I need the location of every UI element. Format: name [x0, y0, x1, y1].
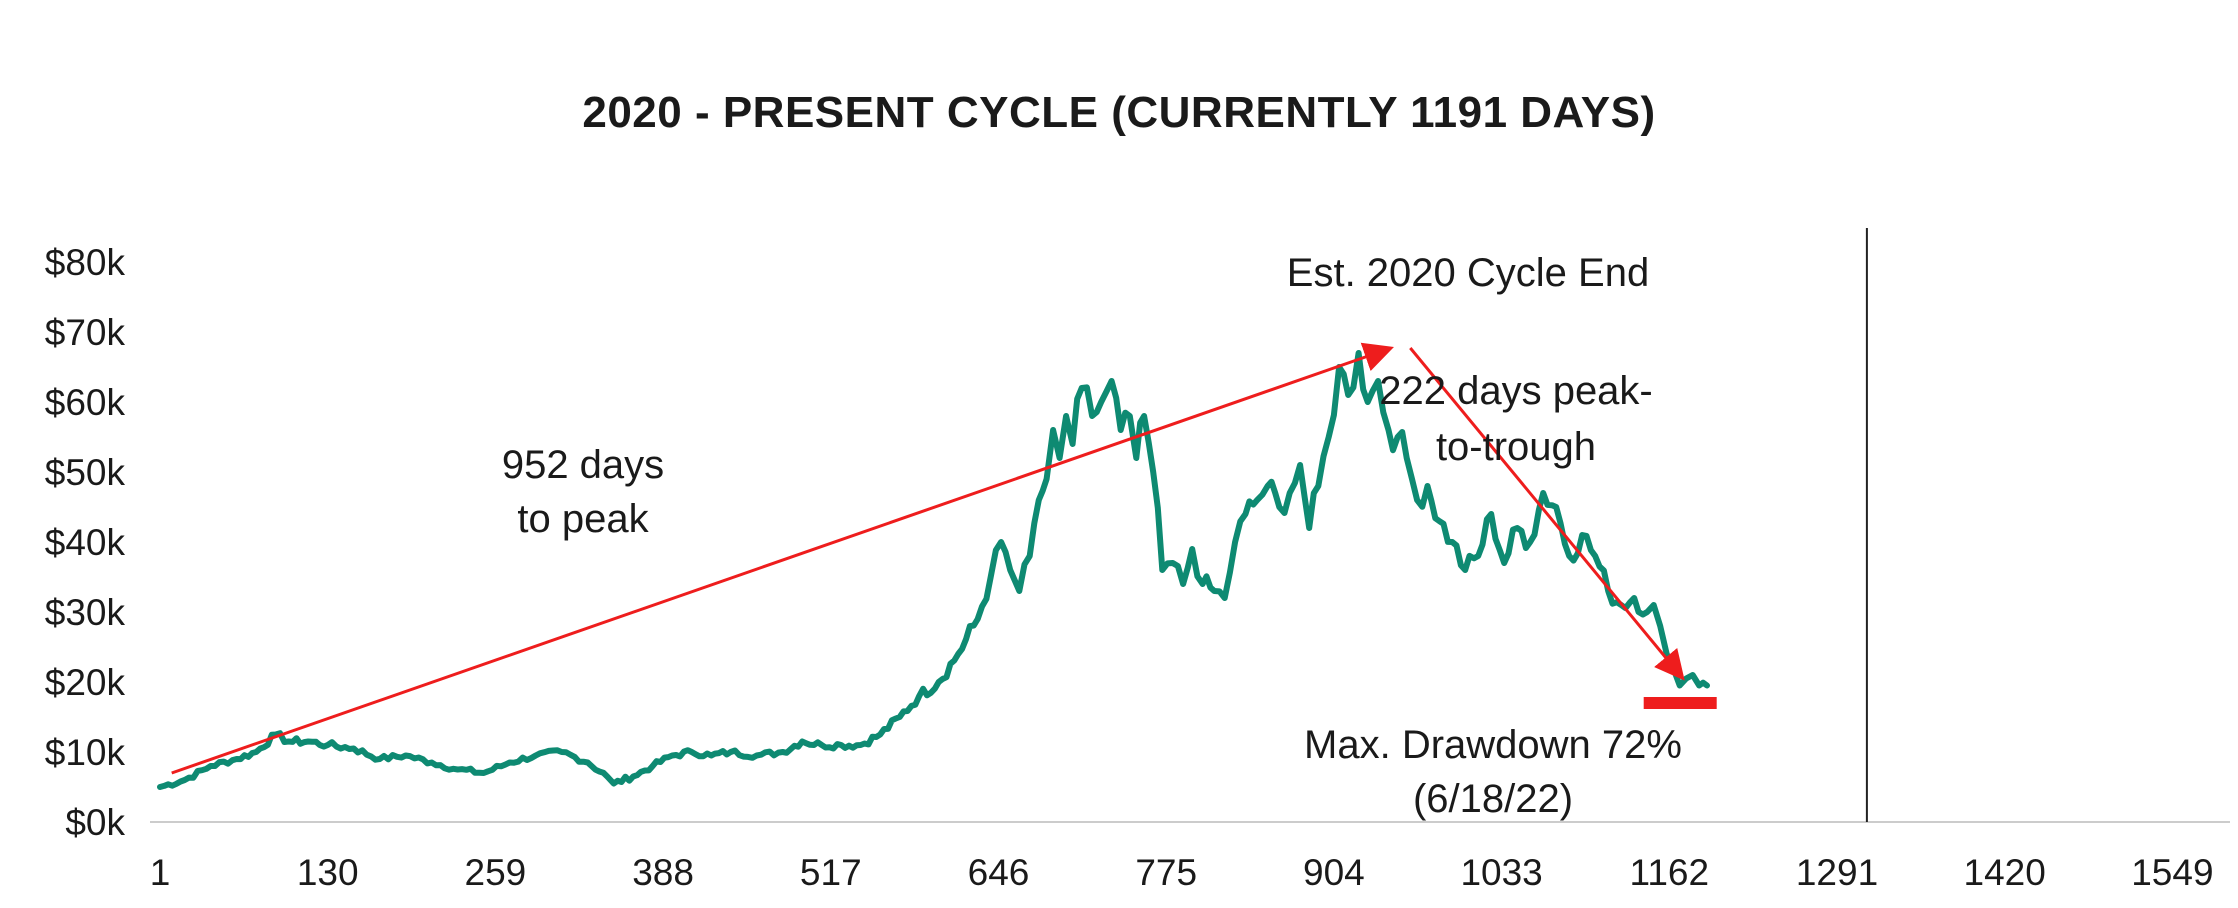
- y-tick-label: $20k: [45, 662, 126, 703]
- y-axis-ticks: $0k $10k $20k $30k $40k $50k $60k $70k $80k: [45, 242, 126, 843]
- x-tick-label: 1: [150, 852, 171, 893]
- drawdown-label-line1: Max. Drawdown 72%: [1304, 723, 1682, 767]
- peak-label-line2: to peak: [517, 497, 649, 541]
- y-tick-label: $40k: [45, 522, 126, 563]
- x-tick-label: 1549: [2131, 852, 2213, 893]
- x-axis-ticks: 1 130 259 388 517 646 775 904 1033 1162 1291 1420 15…: [150, 852, 2214, 893]
- x-tick-label: 1033: [1460, 852, 1542, 893]
- x-tick-label: 130: [297, 852, 359, 893]
- y-tick-label: $0k: [65, 802, 125, 843]
- y-tick-label: $50k: [45, 452, 126, 493]
- x-tick-label: 388: [632, 852, 694, 893]
- price-series-line: [157, 350, 1710, 790]
- y-tick-label: $30k: [45, 592, 126, 633]
- drawdown-label-line2: (6/18/22): [1413, 777, 1573, 821]
- peak-arrow: [171, 342, 1394, 775]
- trough-label-line2: to-trough: [1436, 425, 1596, 469]
- x-tick-label: 1420: [1964, 852, 2046, 893]
- x-tick-label: 904: [1303, 852, 1365, 893]
- cycle-end-label: Est. 2020 Cycle End: [1287, 251, 1649, 295]
- drawdown-marker: [1643, 697, 1717, 709]
- x-tick-label: 1291: [1796, 852, 1878, 893]
- trough-arrow: [1409, 347, 1685, 681]
- y-tick-label: $10k: [45, 732, 126, 773]
- x-tick-label: 646: [968, 852, 1030, 893]
- y-tick-label: $60k: [45, 382, 126, 423]
- x-tick-label: 775: [1135, 852, 1197, 893]
- peak-label-line1: 952 days: [502, 443, 664, 487]
- x-tick-label: 259: [465, 852, 527, 893]
- x-tick-label: 1162: [1630, 852, 1710, 893]
- chart-title: 2020 - PRESENT CYCLE (CURRENTLY 1191 DAY…: [582, 88, 1656, 137]
- y-tick-label: $70k: [45, 312, 126, 353]
- y-tick-label: $80k: [45, 242, 126, 283]
- trough-label-line1: 222 days peak-: [1379, 369, 1653, 413]
- x-tick-label: 517: [800, 852, 862, 893]
